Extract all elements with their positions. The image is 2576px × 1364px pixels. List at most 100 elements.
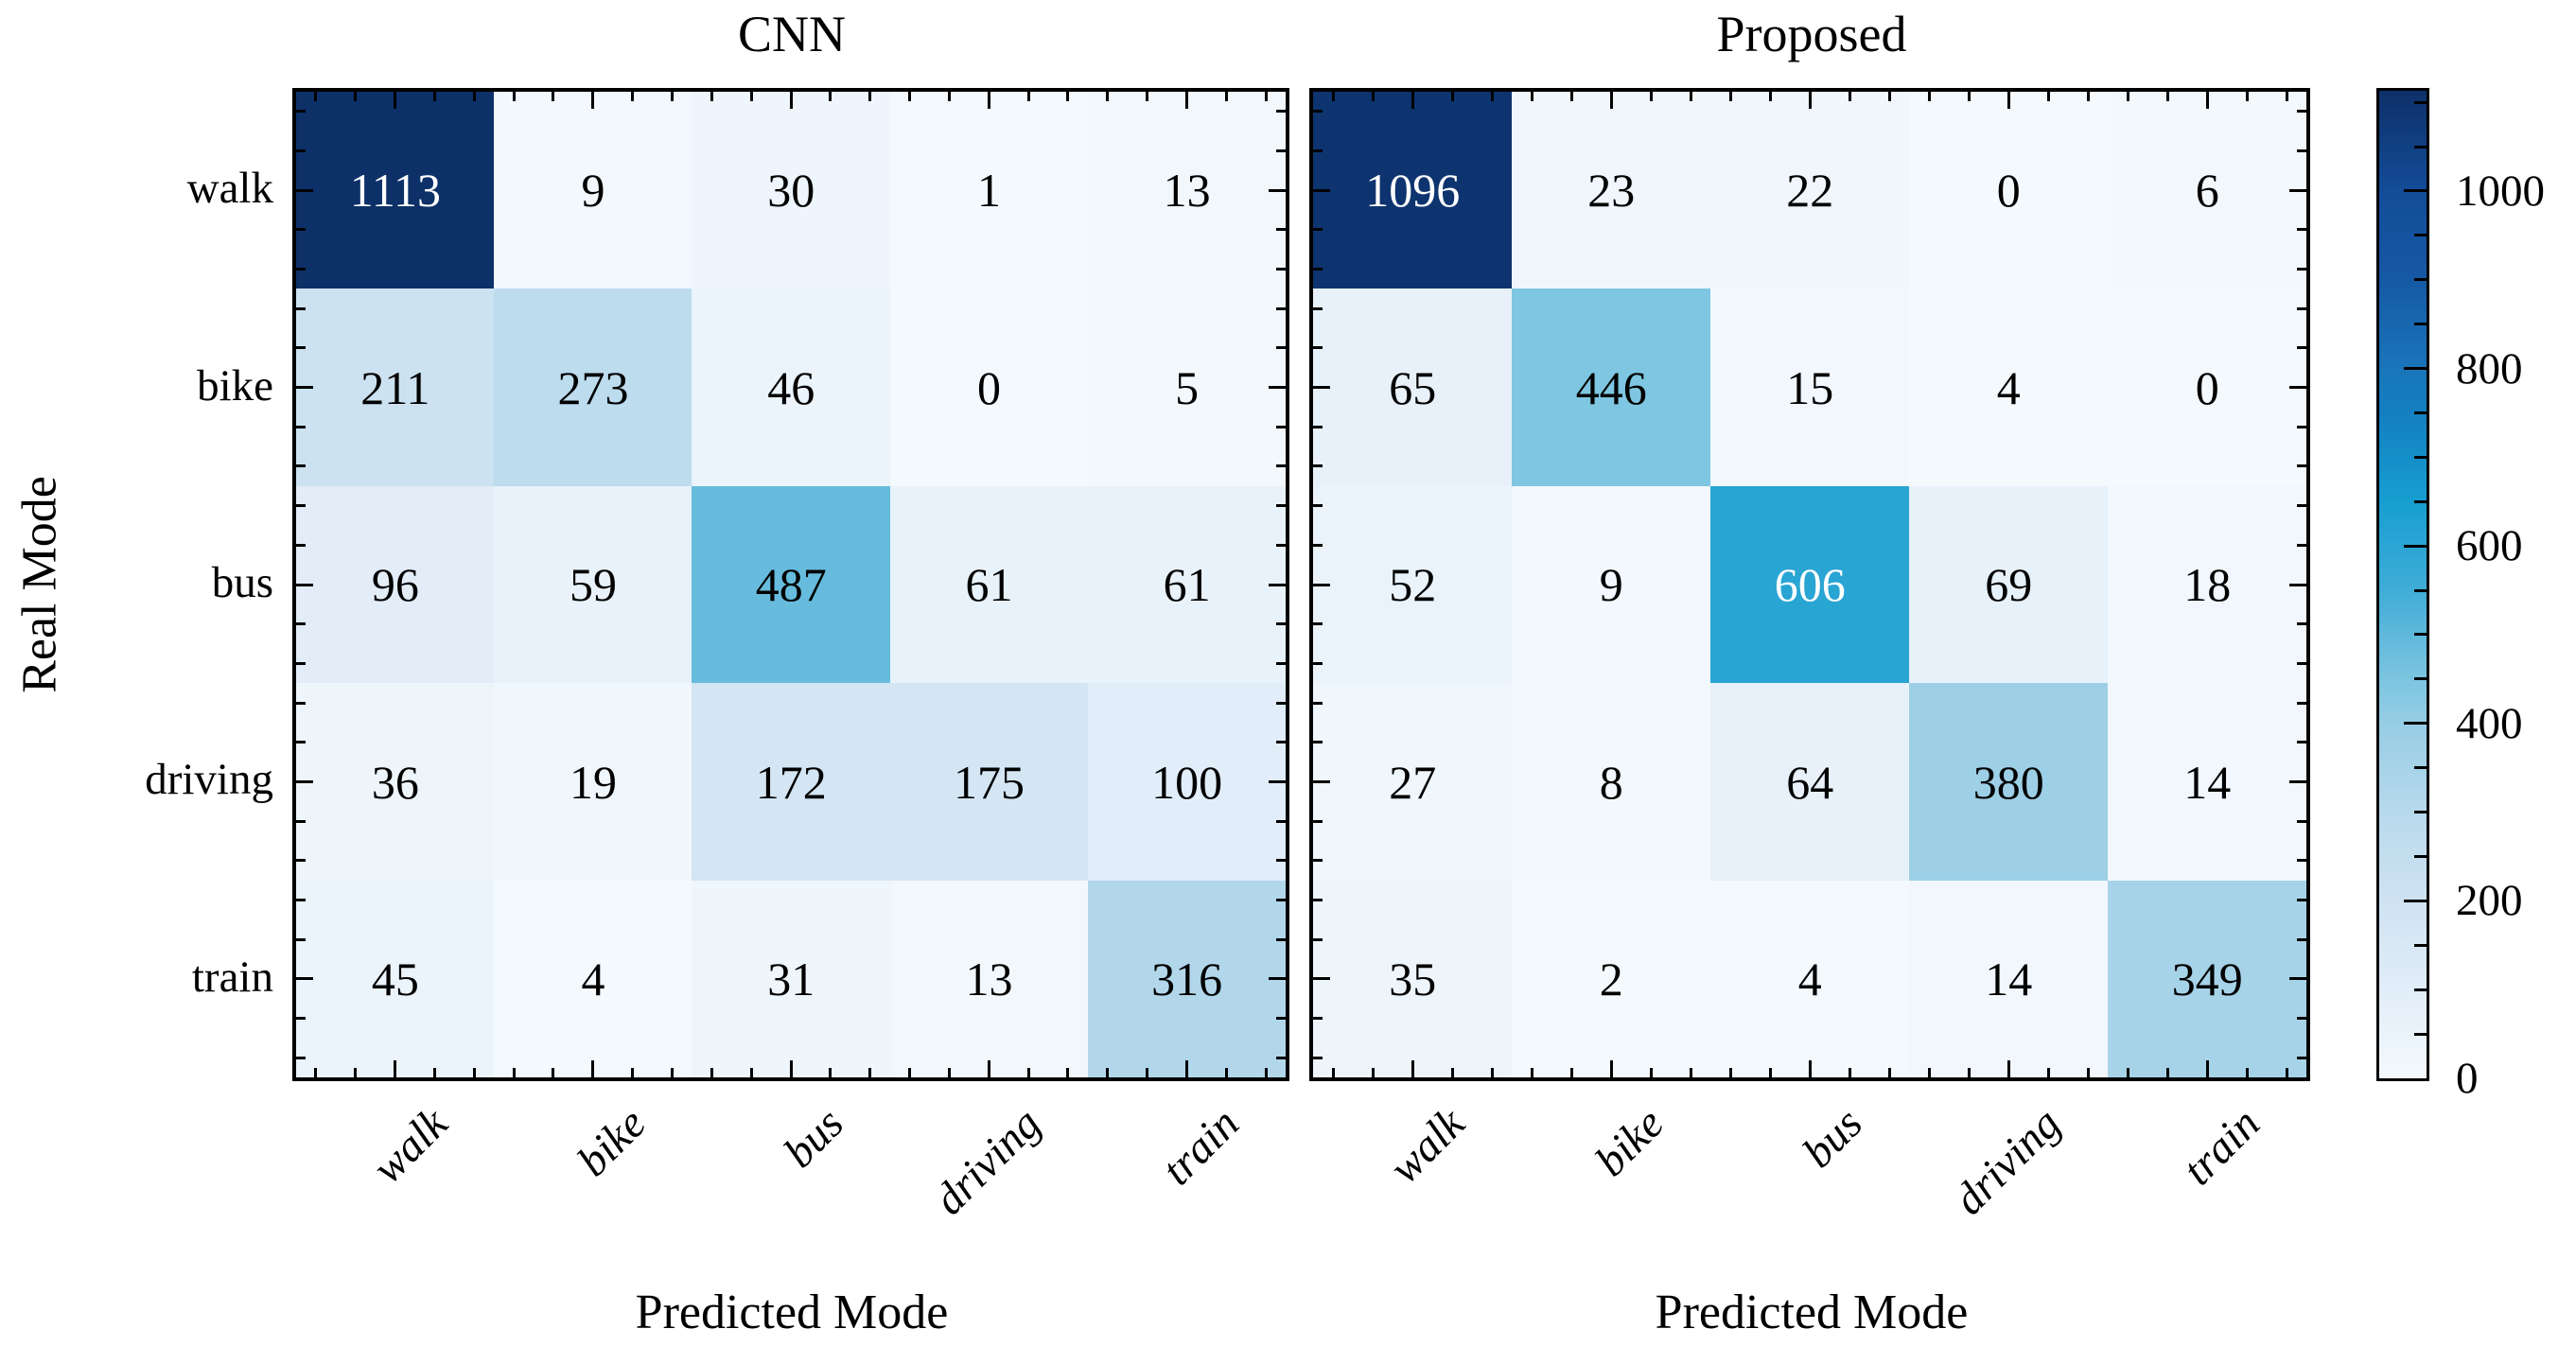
tick-mark bbox=[1848, 92, 1851, 101]
tick-mark bbox=[1313, 504, 1323, 508]
tick-mark bbox=[2297, 110, 2306, 114]
tick-mark bbox=[670, 1068, 674, 1077]
colorbar-major-tick bbox=[2404, 367, 2427, 371]
tick-mark bbox=[1313, 386, 1330, 390]
heatmap-cell-bus-bike: 9 bbox=[1512, 485, 1711, 684]
tick-mark bbox=[1689, 1068, 1692, 1077]
heatmap-cell-driving-bike: 8 bbox=[1512, 683, 1711, 882]
tick-mark bbox=[1313, 701, 1323, 705]
tick-mark bbox=[1276, 859, 1286, 863]
tick-mark bbox=[1689, 92, 1692, 101]
heatmap-cell-bus-walk: 52 bbox=[1313, 485, 1513, 684]
tick-mark bbox=[296, 701, 306, 705]
tick-mark bbox=[1313, 149, 1323, 153]
tick-mark bbox=[1848, 1068, 1851, 1077]
tick-mark bbox=[1276, 149, 1286, 153]
colorbar-minor-tick bbox=[2414, 854, 2427, 858]
tick-mark bbox=[1276, 504, 1286, 508]
tick-mark bbox=[1313, 583, 1330, 586]
heatmap-cell-driving-driving: 380 bbox=[1909, 683, 2109, 882]
tick-mark bbox=[296, 188, 313, 192]
tick-mark bbox=[1276, 741, 1286, 744]
heatmap-cell-bus-driving: 69 bbox=[1909, 485, 2109, 684]
tick-mark bbox=[1371, 1068, 1375, 1077]
tick-mark bbox=[2289, 583, 2306, 586]
tick-mark bbox=[2165, 92, 2169, 101]
tick-mark bbox=[1808, 92, 1812, 109]
heatmap-cell-train-train: 316 bbox=[1087, 880, 1286, 1077]
colorbar-minor-tick bbox=[2414, 588, 2427, 592]
tick-mark bbox=[314, 1068, 318, 1077]
tick-mark bbox=[1276, 1056, 1286, 1059]
heatmap-cell-bus-train: 61 bbox=[1087, 485, 1286, 684]
tick-mark bbox=[1967, 1068, 1971, 1077]
tick-mark bbox=[296, 583, 313, 586]
tick-mark bbox=[1609, 92, 1613, 109]
tick-mark bbox=[789, 92, 793, 109]
tick-mark bbox=[552, 92, 555, 101]
tick-mark bbox=[2289, 386, 2306, 390]
tick-mark bbox=[1927, 1068, 1931, 1077]
tick-mark bbox=[1106, 1068, 1110, 1077]
tick-mark bbox=[2289, 977, 2306, 981]
tick-mark bbox=[1450, 1068, 1454, 1077]
tick-mark bbox=[1269, 583, 1286, 586]
tick-mark bbox=[591, 92, 595, 109]
tick-mark bbox=[1967, 92, 1971, 101]
tick-mark bbox=[591, 1060, 595, 1077]
tick-mark bbox=[1026, 1068, 1030, 1077]
heatmap-cell-bus-bus: 487 bbox=[692, 485, 891, 684]
tick-mark bbox=[1331, 1068, 1335, 1077]
tick-mark bbox=[1066, 92, 1070, 101]
tick-mark bbox=[2285, 1068, 2288, 1077]
x-tick-label-bus: bus bbox=[774, 1098, 853, 1178]
tick-mark bbox=[472, 1068, 476, 1077]
tick-mark bbox=[908, 92, 912, 101]
tick-mark bbox=[1276, 661, 1286, 665]
tick-mark bbox=[1146, 1068, 1149, 1077]
tick-mark bbox=[296, 228, 306, 232]
heatmap-cell-driving-bus: 64 bbox=[1710, 683, 1910, 882]
tick-mark bbox=[1276, 228, 1286, 232]
tick-mark bbox=[1313, 464, 1323, 468]
tick-mark bbox=[2006, 1060, 2010, 1077]
heatmap-cell-driving-train: 100 bbox=[1087, 683, 1286, 882]
x-tick-label-train: train bbox=[1152, 1098, 1249, 1196]
x-tick-label-bus: bus bbox=[1793, 1098, 1872, 1178]
tick-mark bbox=[1276, 701, 1286, 705]
tick-mark bbox=[354, 92, 358, 101]
tick-mark bbox=[432, 92, 436, 101]
heatmap-cell-train-train: 349 bbox=[2108, 880, 2306, 1077]
cnn-heatmap-cells: 1113 9 30 1 13 211 273 46 0 5 96 59 487 61 61 36 19 172 17… bbox=[296, 92, 1286, 1077]
tick-mark bbox=[1569, 92, 1573, 101]
tick-mark bbox=[296, 779, 313, 783]
heatmap-cell-walk-walk: 1096 bbox=[1313, 92, 1513, 289]
tick-mark bbox=[1649, 1068, 1653, 1077]
tick-mark bbox=[1808, 1060, 1812, 1077]
tick-mark bbox=[1313, 741, 1323, 744]
tick-mark bbox=[1411, 92, 1414, 109]
y-tick-label-driving: driving bbox=[145, 755, 273, 805]
tick-mark bbox=[947, 1068, 951, 1077]
tick-mark bbox=[789, 1060, 793, 1077]
y-tick-label-walk: walk bbox=[186, 164, 273, 214]
tick-mark bbox=[1184, 1060, 1188, 1077]
colorbar-minor-tick bbox=[2414, 411, 2427, 414]
tick-mark bbox=[2086, 92, 2090, 101]
tick-mark bbox=[2297, 425, 2306, 428]
colorbar-minor-tick bbox=[2414, 100, 2427, 104]
tick-mark bbox=[1411, 1060, 1414, 1077]
tick-mark bbox=[947, 92, 951, 101]
y-tick-label-train: train bbox=[191, 952, 273, 1002]
heatmap-cell-driving-walk: 27 bbox=[1313, 683, 1513, 882]
tick-mark bbox=[2046, 1068, 2050, 1077]
colorbar-tick-label-600: 600 bbox=[2456, 521, 2523, 571]
tick-mark bbox=[2245, 1068, 2249, 1077]
tick-mark bbox=[1313, 977, 1330, 981]
tick-mark bbox=[1768, 1068, 1772, 1077]
proposed-heatmap: 1096 23 22 0 6 65 446 15 4 0 52 9 606 69 18 27 8 64 380 14 3… bbox=[1309, 88, 2310, 1224]
tick-mark bbox=[1276, 937, 1286, 941]
tick-mark bbox=[1146, 92, 1149, 101]
heatmap-cell-bus-walk: 96 bbox=[296, 485, 495, 684]
tick-mark bbox=[296, 859, 306, 863]
